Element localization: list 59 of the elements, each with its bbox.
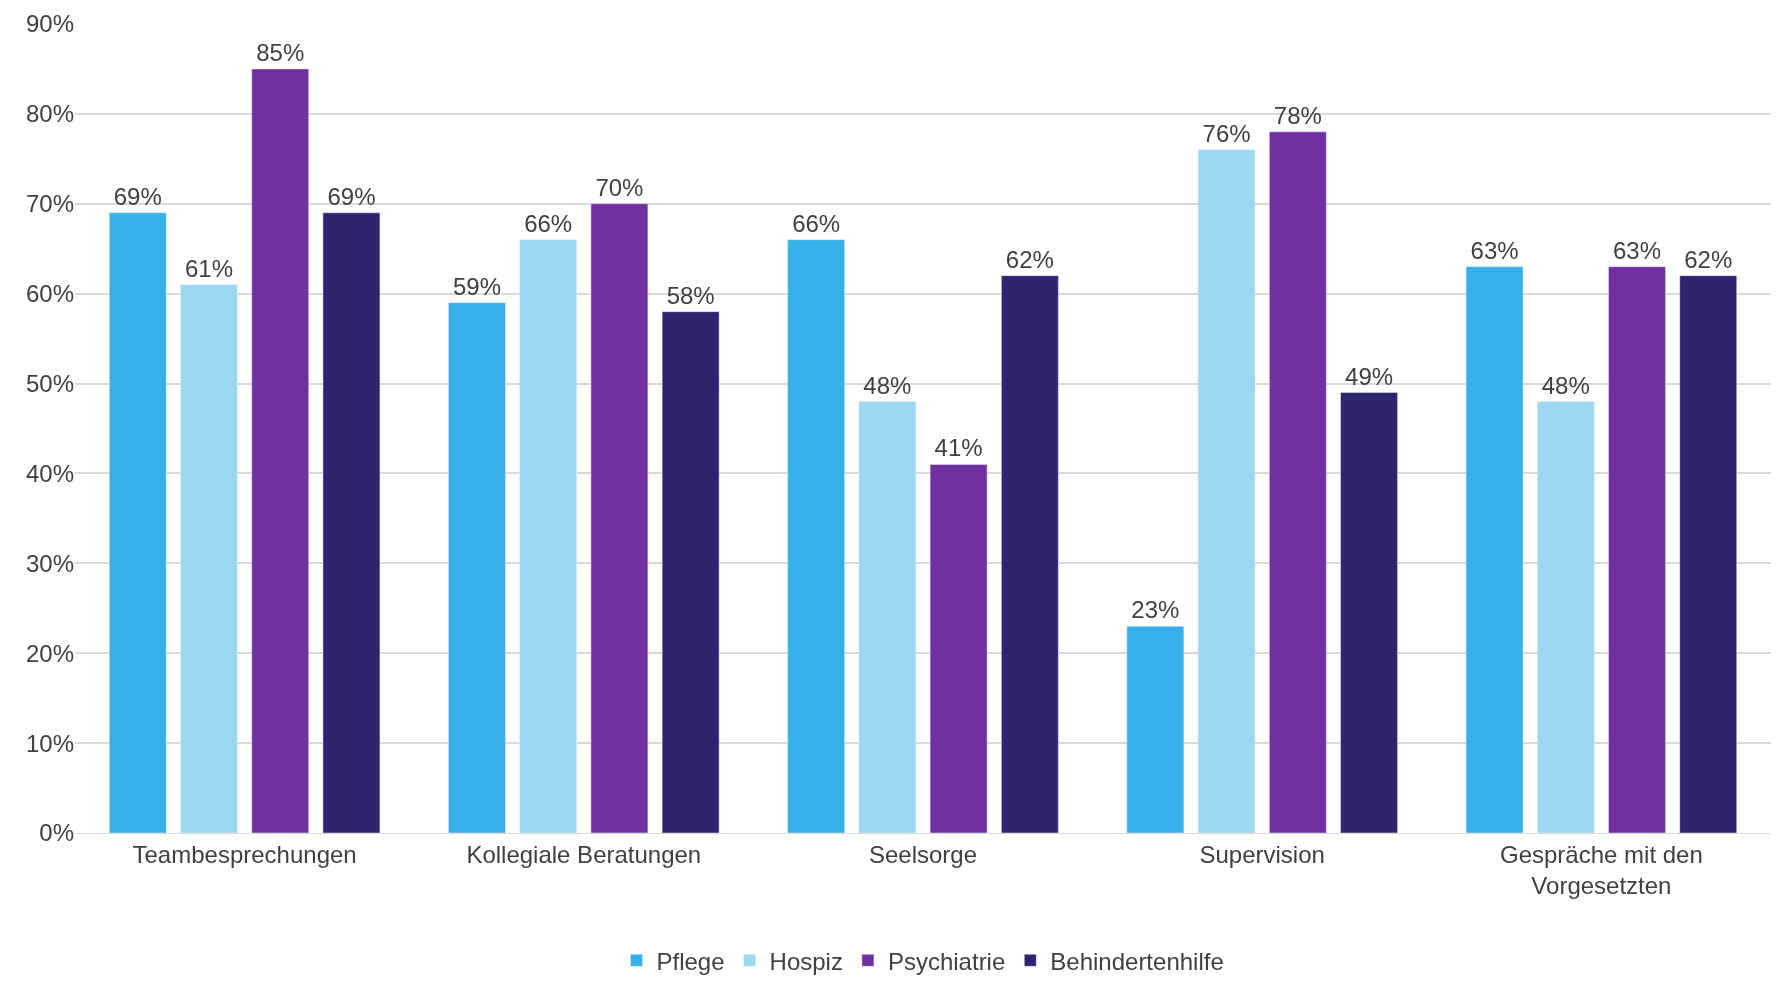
data-label: 63% (1470, 236, 1519, 264)
bar (1608, 266, 1666, 833)
bar (1001, 275, 1059, 833)
bar (1679, 275, 1737, 833)
bar (1269, 131, 1327, 833)
bar (1465, 266, 1524, 833)
y-tick-label: 40% (25, 459, 74, 487)
bar (787, 239, 845, 833)
data-label: 23% (1131, 596, 1180, 624)
data-label: 70% (595, 173, 644, 201)
bar (448, 302, 506, 833)
bar (519, 239, 577, 833)
bar (1537, 401, 1595, 833)
bar (929, 464, 988, 833)
bar (590, 203, 649, 833)
y-tick-label: 30% (25, 549, 74, 577)
y-tick-label: 20% (25, 639, 74, 667)
y-tick-label: 0% (39, 819, 74, 847)
y-tick-label: 60% (25, 280, 74, 308)
data-label: 78% (1273, 101, 1322, 129)
data-label: 69% (113, 182, 162, 210)
x-tick-label: Teambesprechungen (132, 840, 357, 868)
y-tick-label: 90% (25, 10, 74, 38)
bar (858, 401, 917, 833)
legend-label: Pflege (656, 947, 725, 975)
data-label: 58% (666, 281, 715, 309)
data-label: 62% (1684, 245, 1733, 273)
data-label: 66% (524, 209, 573, 237)
data-label: 69% (327, 182, 376, 210)
legend-label: Behindertenhilfe (1050, 947, 1224, 975)
bar (251, 68, 309, 833)
data-label: 85% (256, 38, 305, 66)
y-tick-label: 80% (25, 100, 74, 128)
legend-label: Psychiatrie (887, 947, 1006, 975)
data-label: 76% (1202, 119, 1251, 147)
data-label: 62% (1005, 245, 1054, 273)
x-tick-label: Seelsorge (868, 840, 978, 868)
bar (322, 212, 381, 833)
data-label: 66% (792, 209, 841, 237)
bar (109, 212, 167, 833)
bar (661, 311, 720, 833)
x-tick-label: Supervision (1199, 840, 1325, 868)
bar (1340, 392, 1398, 833)
data-label: 48% (863, 371, 912, 399)
data-label: 61% (184, 254, 234, 282)
legend-label: Hospiz (769, 947, 843, 975)
data-label: 63% (1612, 236, 1662, 264)
x-tick-label: Kollegiale Beratungen (466, 840, 702, 868)
y-tick-label: 10% (25, 729, 74, 757)
y-tick-label: 70% (25, 190, 74, 218)
data-label: 41% (934, 434, 983, 462)
data-label: 59% (452, 272, 501, 300)
data-label: 48% (1541, 371, 1590, 399)
x-tick-label: Gespräche mit den Vorgesetzten (1500, 840, 1703, 899)
data-label: 49% (1345, 362, 1394, 390)
bar (180, 284, 238, 833)
y-tick-label: 50% (25, 369, 74, 397)
bar (1197, 149, 1256, 833)
bar (1126, 626, 1185, 833)
